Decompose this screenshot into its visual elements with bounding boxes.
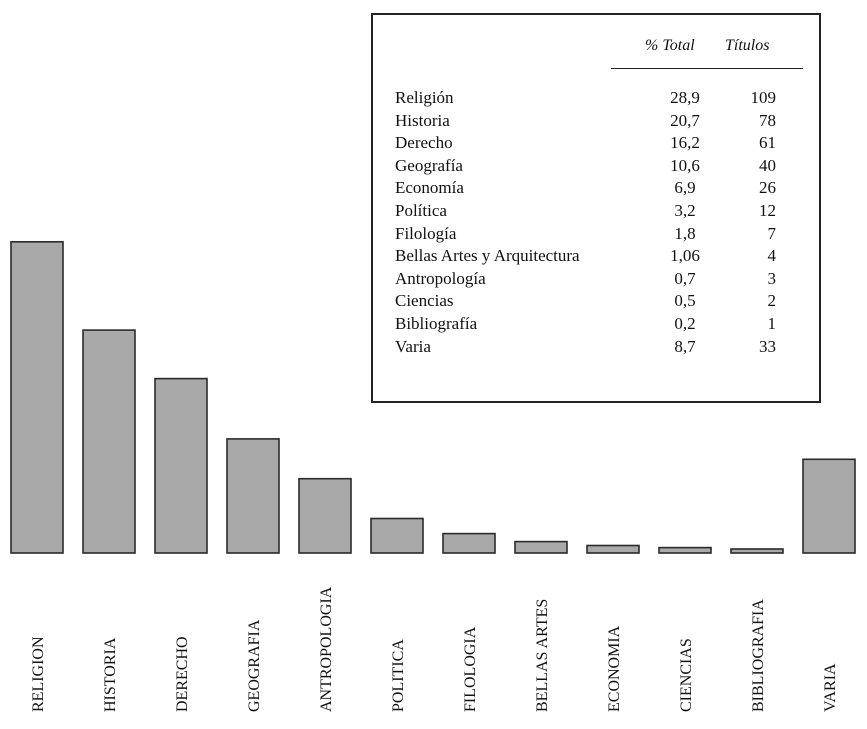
table-rows: Religión 28,9 109 Historia 20,7 78 Derec…: [395, 87, 819, 358]
x-tick-label: CIENCIAS: [678, 638, 695, 712]
x-tick-label: FILOLOGIA: [462, 626, 479, 712]
row-pct: 8,7: [674, 336, 696, 356]
row-category: Economía: [395, 178, 464, 198]
x-tick-label: RELIGION: [30, 636, 47, 712]
row-pct: 0,5: [674, 291, 696, 311]
bar-geografia: [226, 438, 280, 554]
x-tick-label: BELLAS ARTES: [534, 599, 551, 712]
bar-politica: [370, 517, 424, 554]
row-pct: 10,6: [670, 155, 700, 175]
row-category: Ciencias: [395, 291, 454, 311]
row-titles: 26: [759, 178, 776, 198]
x-tick-label: HISTORIA: [102, 637, 119, 712]
row-titles: 4: [767, 246, 777, 266]
table-row: Filología 1,8 7: [395, 223, 819, 246]
table-row: Geografía 10,6 40: [395, 155, 819, 178]
row-pct: 1,06: [670, 246, 700, 266]
row-category: Política: [395, 200, 447, 220]
table-row: Historia 20,7 78: [395, 110, 819, 133]
row-pct: 0,2: [674, 313, 696, 333]
data-table: % Total Títulos Religión 28,9 109 Histor…: [371, 13, 821, 403]
table-row: Bellas Artes y Arquitectura 1,06 4: [395, 245, 819, 268]
table-row: Varia 8,7 33: [395, 336, 819, 359]
header-pct-total: % Total: [645, 37, 695, 54]
row-titles: 3: [767, 268, 777, 288]
x-tick-label: ECONOMIA: [606, 625, 623, 712]
table-row: Bibliografía 0,2 1: [395, 313, 819, 336]
row-category: Derecho: [395, 133, 453, 153]
row-titles: 61: [759, 133, 776, 153]
row-category: Varia: [395, 336, 431, 356]
bar-ciencias: [658, 546, 712, 554]
x-tick-label: ANTROPOLOGIA: [318, 586, 335, 712]
row-category: Filología: [395, 223, 457, 243]
header-titulos: Títulos: [725, 37, 770, 54]
row-category: Antropología: [395, 268, 486, 288]
bar-bibliografia: [730, 548, 784, 554]
row-titles: 40: [759, 155, 776, 175]
row-category: Religión: [395, 88, 454, 107]
row-pct: 1,8: [674, 223, 696, 243]
x-tick-label: DERECHO: [174, 636, 191, 712]
bar-filologia: [442, 532, 496, 554]
row-category: Bibliografía: [395, 313, 478, 333]
bar-historia: [82, 329, 136, 554]
table-row: Antropología 0,7 3: [395, 268, 819, 291]
row-pct: 28,9: [670, 88, 700, 107]
row-pct: 6,9: [674, 178, 696, 198]
header-rule: [611, 68, 803, 69]
bars-group: [10, 241, 856, 554]
bar-antropologia: [298, 477, 352, 554]
row-titles: 1: [767, 313, 777, 333]
row-pct: 0,7: [674, 268, 696, 288]
bar-derecho: [154, 377, 208, 554]
row-category: Historia: [395, 110, 450, 130]
x-tick-label: BIBLIOGRAFIA: [750, 599, 767, 712]
table-row: Ciencias 0,5 2: [395, 290, 819, 313]
row-pct: 20,7: [670, 110, 700, 130]
row-titles: 78: [759, 110, 776, 130]
row-titles: 7: [767, 223, 777, 243]
row-pct: 16,2: [670, 133, 700, 153]
row-category: Bellas Artes y Arquitectura: [395, 246, 580, 266]
bar-bellas-artes: [514, 540, 568, 554]
row-pct: 3,2: [674, 200, 696, 220]
row-category: Geografía: [395, 155, 463, 175]
bar-economia: [586, 544, 640, 554]
x-tick-label: GEOGRAFIA: [246, 619, 263, 712]
bar-religion: [10, 241, 64, 554]
x-tick-label: POLITICA: [390, 639, 407, 712]
row-titles: 12: [759, 200, 776, 220]
x-tick-label: VARIA: [822, 663, 839, 712]
table-row: Política 3,2 12: [395, 200, 819, 223]
table-row: Religión 28,9 109: [395, 87, 819, 110]
x-tick-labels: RELIGION HISTORIA DERECHO GEOGRAFIA ANTROPOL…: [30, 586, 839, 712]
table-row: Derecho 16,2 61: [395, 132, 819, 155]
row-titles: 33: [759, 336, 776, 356]
table-row: Economía 6,9 26: [395, 177, 819, 200]
row-titles: 2: [767, 291, 777, 311]
row-titles: 109: [750, 88, 777, 107]
bar-varia: [802, 458, 856, 554]
